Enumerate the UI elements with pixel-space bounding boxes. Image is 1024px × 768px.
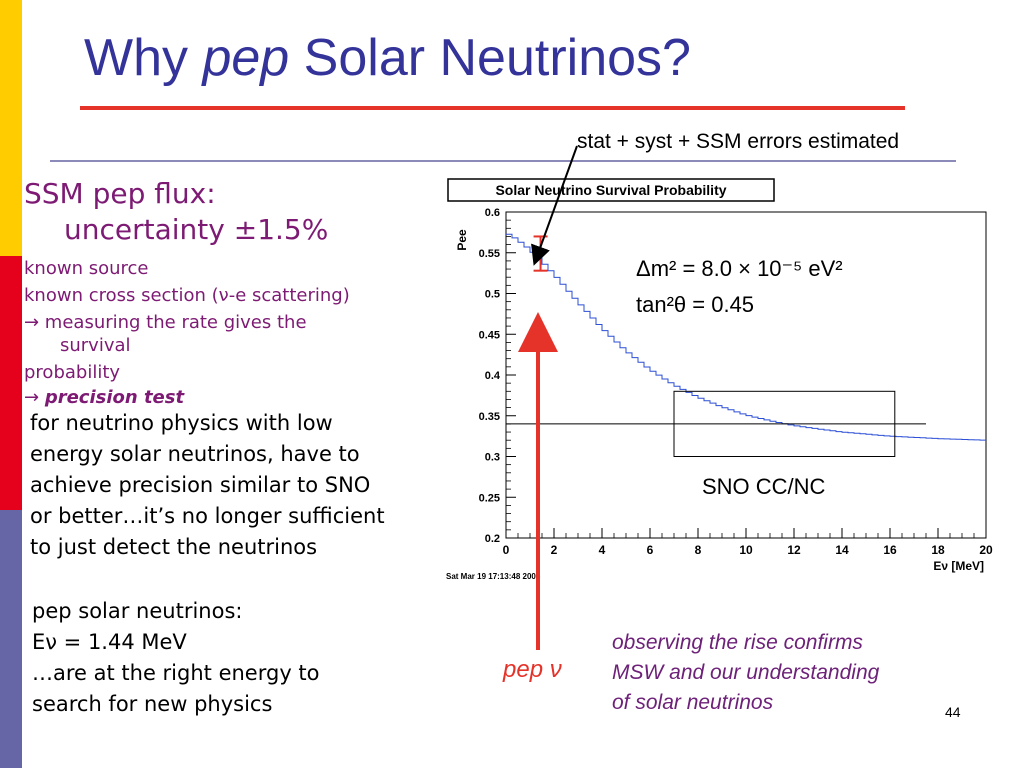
y-tick-label: 0.5 xyxy=(485,289,500,301)
x-tick-label: 20 xyxy=(979,543,993,557)
y-tick-label: 0.25 xyxy=(479,492,500,504)
y-tick-label: 0.3 xyxy=(485,452,500,464)
bullet-known-source: known source xyxy=(24,258,149,279)
y-tick-label: 0.45 xyxy=(479,329,500,341)
chart-title-box xyxy=(447,178,775,202)
observing-line: observing the rise confirms xyxy=(612,631,863,654)
sno-box xyxy=(673,390,896,457)
observing-line: of solar neutrinos xyxy=(612,691,774,714)
sno-label: SNO CC/NC xyxy=(702,474,826,499)
bullet-measuring: → measuring the rate gives the xyxy=(24,312,307,333)
survival-probability-chart: Solar Neutrino Survival Probability 0.2 0.… xyxy=(446,178,993,581)
y-axis-label: Pee xyxy=(455,229,469,251)
yellow-bar xyxy=(0,0,22,256)
paragraph-line: energy solar neutrinos, have to xyxy=(30,442,360,466)
observing-line: MSW and our understanding xyxy=(612,661,880,684)
y-tick-label: 0.35 xyxy=(479,411,500,423)
title-underline xyxy=(80,106,905,110)
x-tick-label: 2 xyxy=(551,543,558,557)
delta-m2-label: Δm² = 8.0 × 10⁻⁵ eV² xyxy=(636,256,843,281)
x-tick-label: 10 xyxy=(739,543,753,557)
pep-line: search for new physics xyxy=(32,692,273,716)
observing-note: observing the rise confirms MSW and our … xyxy=(612,628,879,718)
paragraph-line: achieve precision similar to SNO xyxy=(30,473,371,497)
errors-arrow xyxy=(531,145,578,266)
x-tick-label: 16 xyxy=(883,543,897,557)
chart-timestamp: Sat Mar 19 17:13:48 2005 xyxy=(446,572,541,581)
tan2theta-label: tan²θ = 0.45 xyxy=(636,292,755,317)
red-bar xyxy=(0,256,22,510)
survival-curve xyxy=(506,233,986,441)
y-tick-label: 0.55 xyxy=(479,248,500,260)
x-tick-label: 18 xyxy=(931,543,945,557)
x-tick-label: 4 xyxy=(599,543,606,557)
errors-annotation: stat + syst + SSM errors estimated xyxy=(577,130,900,153)
chart-title: Solar Neutrino Survival Probability xyxy=(495,182,726,198)
x-tick-label: 12 xyxy=(787,543,801,557)
ssm-line1: SSM pep flux: xyxy=(24,177,216,210)
pep-line: Eν = 1.44 MeV xyxy=(32,630,187,654)
bullet-probability: probability xyxy=(24,362,121,383)
ssm-line2: uncertainty ±1.5% xyxy=(64,213,329,246)
pep-solar-block: pep solar neutrinos: Eν = 1.44 MeV …are … xyxy=(32,596,320,720)
slate-bar xyxy=(0,510,22,768)
y-tick-label: 0.2 xyxy=(485,533,500,545)
paragraph-line: for neutrino physics with low xyxy=(30,411,333,435)
x-tick-label: 0 xyxy=(503,543,510,557)
page-number: 44 xyxy=(945,704,961,720)
pep-nu-label: pep ν xyxy=(503,656,562,683)
paragraph-line: or better…it’s no longer sufficient xyxy=(30,504,385,528)
pep-line: …are at the right energy to xyxy=(32,661,320,685)
ssm-heading: SSM pep flux: uncertainty ±1.5% xyxy=(24,176,328,248)
bullet-cross-section: known cross section (ν-e scattering) xyxy=(24,285,350,306)
x-tick-label: 14 xyxy=(835,543,849,557)
bullet-survival: survival xyxy=(60,335,131,356)
x-axis-label: Eν [MeV] xyxy=(933,559,984,573)
pep-line: pep solar neutrinos: xyxy=(32,599,243,623)
y-tick-label: 0.6 xyxy=(485,207,500,219)
page-title: Why pep Solar Neutrinos? xyxy=(84,29,691,87)
bullet-precision: → precision test xyxy=(24,387,185,408)
x-tick-label: 8 xyxy=(695,543,702,557)
x-tick-label: 6 xyxy=(647,543,654,557)
section-divider xyxy=(50,160,956,162)
paragraph-line: to just detect the neutrinos xyxy=(30,535,318,559)
y-tick-label: 0.4 xyxy=(485,370,501,382)
